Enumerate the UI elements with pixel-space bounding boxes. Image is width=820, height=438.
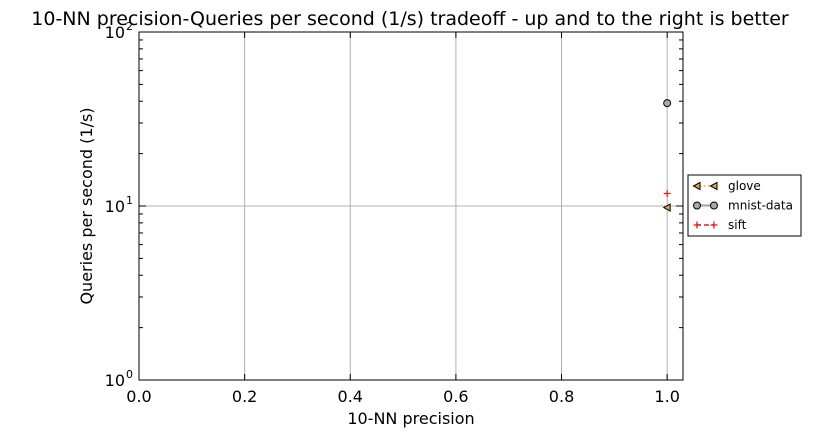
- y-tick-exponent: 1: [126, 194, 133, 207]
- y-tick-exponent: 0: [126, 368, 133, 381]
- legend: glove mnist-data sift: [687, 174, 802, 237]
- x-tick-label: 0.6: [443, 387, 468, 406]
- legend-label: mnist-data: [728, 199, 793, 213]
- legend-marker: [693, 221, 701, 229]
- y-axis-label: Queries per second (1/s): [77, 107, 96, 304]
- legend-marker: [710, 221, 718, 229]
- y-tick-exponent: 2: [126, 20, 133, 33]
- x-tick-label: 1.0: [654, 387, 679, 406]
- point-sift: [663, 189, 671, 197]
- legend-marker: [710, 201, 718, 210]
- legend-label: glove: [728, 179, 761, 193]
- legend-marker: [693, 201, 701, 210]
- y-tick-label: 10: [105, 23, 125, 42]
- point-glove: [662, 203, 671, 212]
- x-tick-label: 0.8: [549, 387, 574, 406]
- x-axis-tick-labels: 0.0 0.2 0.4 0.6 0.8 1.0: [126, 387, 680, 406]
- legend-marker: [709, 181, 718, 191]
- y-tick-label: 10: [105, 197, 125, 216]
- legend-item-glove: glove: [692, 179, 761, 193]
- point-mnist-data: [663, 99, 672, 108]
- legend-marker: [692, 181, 701, 191]
- legend-label: sift: [728, 218, 747, 232]
- chart-title: 10-NN precision-Queries per second (1/s)…: [31, 8, 789, 30]
- x-tick-label: 0.4: [338, 387, 363, 406]
- axis-ticks: [138, 31, 683, 381]
- x-axis-label: 10-NN precision: [347, 409, 474, 428]
- grid: [139, 32, 683, 380]
- x-tick-label: 0.0: [126, 387, 151, 406]
- data-points: [662, 99, 672, 212]
- legend-item-sift: sift: [693, 218, 747, 232]
- y-tick-label: 10: [105, 371, 125, 390]
- x-tick-label: 0.2: [232, 387, 257, 406]
- legend-item-mnist-data: mnist-data: [693, 199, 793, 213]
